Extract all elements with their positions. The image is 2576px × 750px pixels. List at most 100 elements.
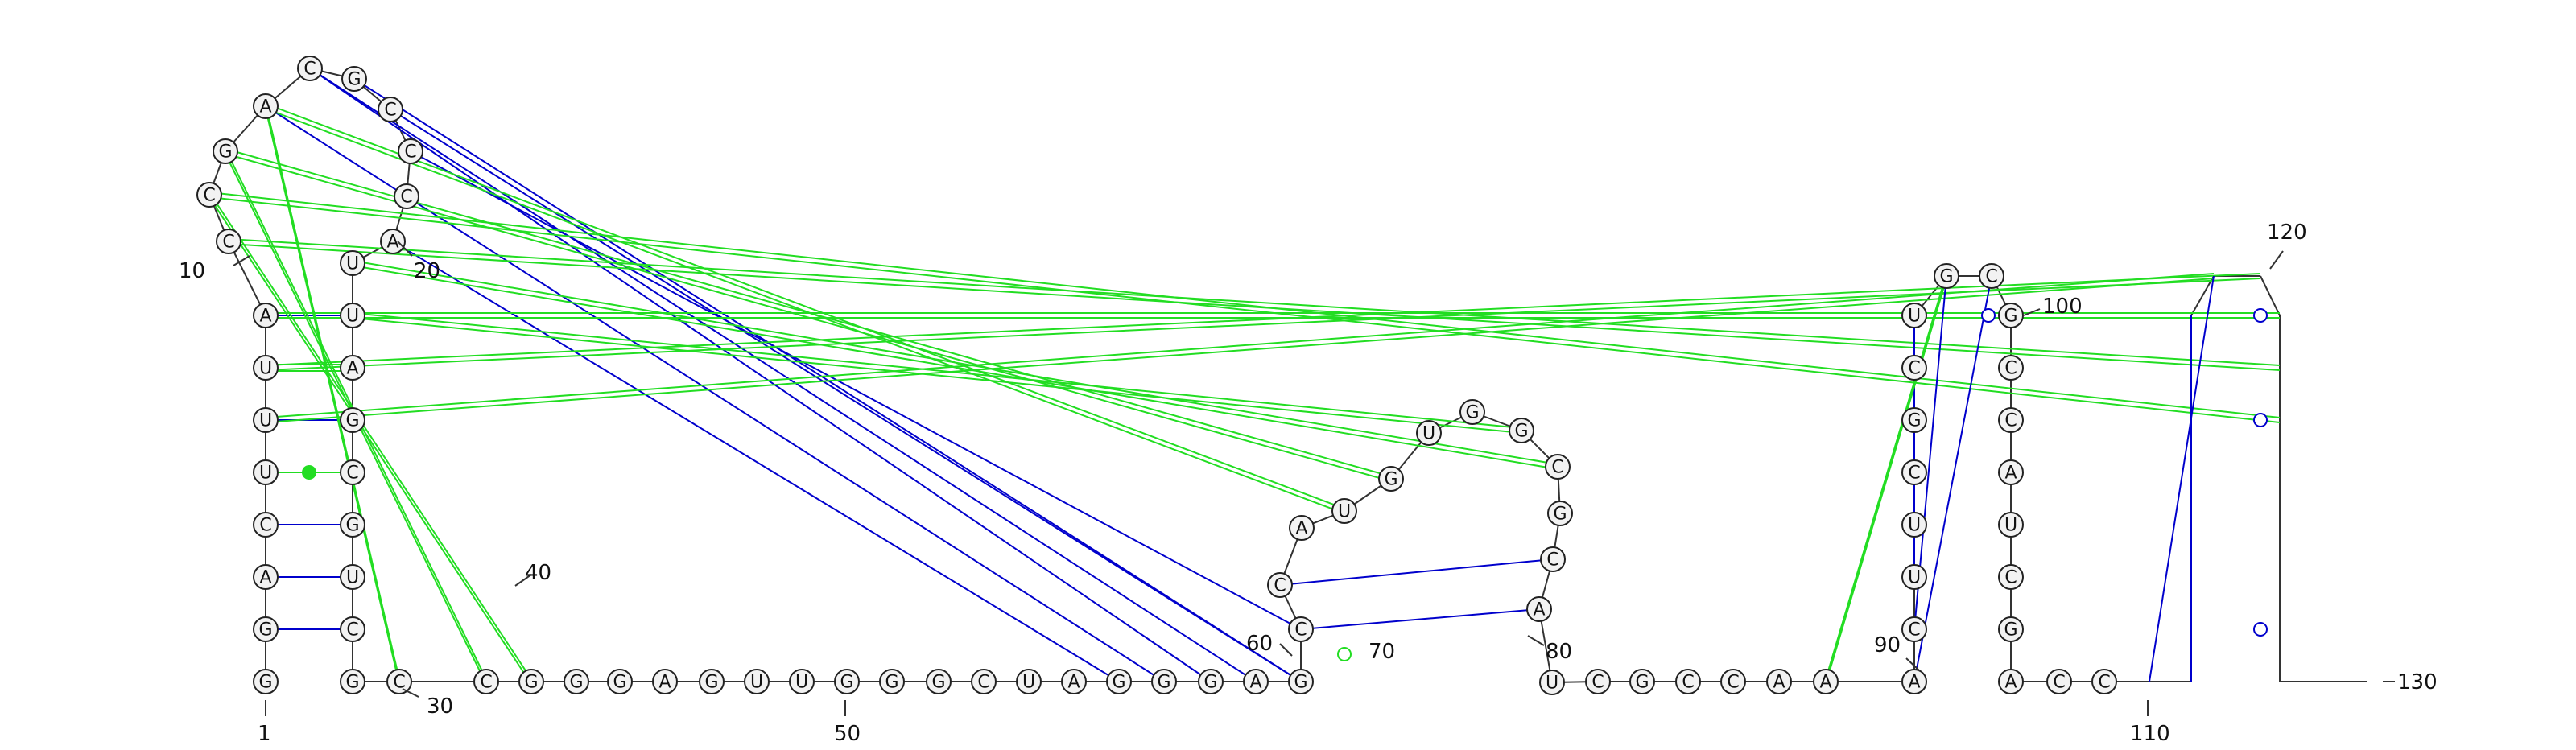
pos-label-100: 100 bbox=[2042, 295, 2083, 319]
nucleotide-83: G bbox=[1998, 616, 2024, 642]
svg-text:G: G bbox=[1465, 403, 1479, 423]
svg-text:A: A bbox=[658, 673, 671, 693]
nucleotide-61: C bbox=[1585, 669, 1611, 694]
nucleotide-12: A bbox=[253, 93, 279, 119]
pair-marker-open bbox=[1981, 308, 1996, 323]
pos-label-90: 90 bbox=[1874, 633, 1901, 657]
nucleotide-3: A bbox=[253, 564, 279, 590]
nucleotide-23: C bbox=[340, 459, 365, 485]
svg-text:A: A bbox=[1908, 673, 1920, 693]
nucleotide-70: U bbox=[1901, 512, 1927, 538]
nucleotide-35: U bbox=[744, 669, 770, 694]
svg-text:C: C bbox=[384, 101, 396, 121]
svg-text:C: C bbox=[222, 233, 234, 253]
nucleotide-44: G bbox=[1151, 669, 1177, 694]
nucleotide-33: A bbox=[652, 669, 678, 694]
svg-text:U: U bbox=[1338, 502, 1351, 522]
pair-marker-open bbox=[1337, 647, 1352, 661]
svg-text:G: G bbox=[1553, 505, 1567, 525]
base-pair-line bbox=[208, 196, 532, 685]
pos-label-10: 10 bbox=[179, 259, 205, 283]
svg-text:C: C bbox=[1274, 576, 1286, 596]
svg-text:C: C bbox=[1294, 620, 1307, 641]
pos-label-80: 80 bbox=[1546, 640, 1572, 664]
nucleotide-86: C bbox=[2091, 669, 2117, 694]
base-pair-line bbox=[352, 312, 1522, 429]
svg-text:A: A bbox=[259, 307, 271, 327]
svg-text:G: G bbox=[1112, 673, 1125, 693]
svg-text:U: U bbox=[1908, 307, 1921, 327]
nucleotide-21: A bbox=[340, 355, 365, 381]
svg-text:U: U bbox=[346, 568, 359, 588]
nucleotide-68: C bbox=[1901, 616, 1927, 642]
nucleotide-17: C bbox=[394, 183, 419, 209]
nucleotide-25: U bbox=[340, 564, 365, 590]
svg-text:G: G bbox=[840, 673, 853, 693]
nucleotide-71: C bbox=[1901, 459, 1927, 485]
svg-text:C: C bbox=[1908, 359, 1920, 379]
base-pair-line bbox=[208, 192, 2281, 418]
pair-marker-open bbox=[2253, 622, 2268, 637]
svg-text:A: A bbox=[259, 97, 271, 117]
pos-label-120: 120 bbox=[2267, 220, 2307, 245]
svg-text:U: U bbox=[1908, 516, 1921, 536]
base-pair-line bbox=[208, 196, 2281, 423]
svg-text:C: C bbox=[480, 673, 492, 693]
svg-text:C: C bbox=[346, 620, 358, 641]
nucleotide-8: A bbox=[253, 303, 279, 328]
svg-text:G: G bbox=[345, 411, 359, 431]
nucleotide-26: C bbox=[340, 616, 365, 642]
nucleotide-14: G bbox=[341, 66, 367, 92]
svg-text:C: C bbox=[1908, 620, 1920, 641]
svg-text:C: C bbox=[1591, 673, 1604, 693]
svg-text:G: G bbox=[1635, 673, 1649, 693]
nucleotide-82: C bbox=[1998, 564, 2024, 590]
svg-text:U: U bbox=[1022, 673, 1035, 693]
svg-text:G: G bbox=[1203, 673, 1217, 693]
nucleotide-32: G bbox=[607, 669, 633, 694]
pos-label-30: 30 bbox=[427, 694, 453, 719]
nucleotide-75: G bbox=[1934, 263, 1959, 289]
base-pair-line bbox=[1913, 275, 1992, 682]
pos-label-130: 130 bbox=[2397, 670, 2438, 694]
svg-text:C: C bbox=[1551, 458, 1563, 478]
svg-text:C: C bbox=[400, 188, 412, 208]
pos-label-60: 60 bbox=[1246, 632, 1273, 656]
backbone-segment bbox=[2260, 275, 2281, 316]
nucleotide-72: G bbox=[1901, 407, 1927, 433]
nucleotide-66: A bbox=[1813, 669, 1839, 694]
svg-text:U: U bbox=[1546, 674, 1558, 694]
base-pair-line bbox=[309, 68, 1257, 682]
svg-text:C: C bbox=[1546, 550, 1558, 571]
svg-text:A: A bbox=[2004, 673, 2017, 693]
svg-text:C: C bbox=[1908, 464, 1920, 484]
base-pair-line bbox=[265, 273, 2261, 366]
nucleotide-53: U bbox=[1416, 420, 1442, 446]
svg-text:U: U bbox=[259, 359, 272, 379]
nucleotide-1: G bbox=[253, 669, 279, 694]
svg-text:A: A bbox=[1067, 673, 1080, 693]
svg-text:C: C bbox=[1727, 673, 1739, 693]
svg-text:A: A bbox=[1533, 600, 1545, 620]
svg-text:G: G bbox=[345, 516, 359, 536]
svg-text:G: G bbox=[613, 673, 626, 693]
base-pair-line bbox=[208, 192, 532, 680]
base-pair-line bbox=[1279, 558, 1554, 586]
svg-text:U: U bbox=[1422, 424, 1435, 444]
svg-text:U: U bbox=[1908, 568, 1921, 588]
nucleotide-22: G bbox=[340, 407, 365, 433]
base-pair-line bbox=[265, 273, 2215, 418]
pos-label-70: 70 bbox=[1368, 640, 1395, 664]
pos-label-50: 50 bbox=[834, 722, 861, 746]
base-pair-line bbox=[228, 238, 2281, 366]
svg-text:G: G bbox=[569, 673, 583, 693]
nucleotide-13: C bbox=[297, 56, 323, 81]
nucleotide-41: U bbox=[1016, 669, 1042, 694]
pos-label-40: 40 bbox=[525, 561, 551, 585]
base-pair-lines bbox=[208, 68, 2281, 685]
nucleotide-24: G bbox=[340, 512, 365, 538]
nucleotide-34: G bbox=[699, 669, 724, 694]
svg-text:A: A bbox=[2004, 464, 2017, 484]
nucleotide-77: G bbox=[1998, 303, 2024, 328]
